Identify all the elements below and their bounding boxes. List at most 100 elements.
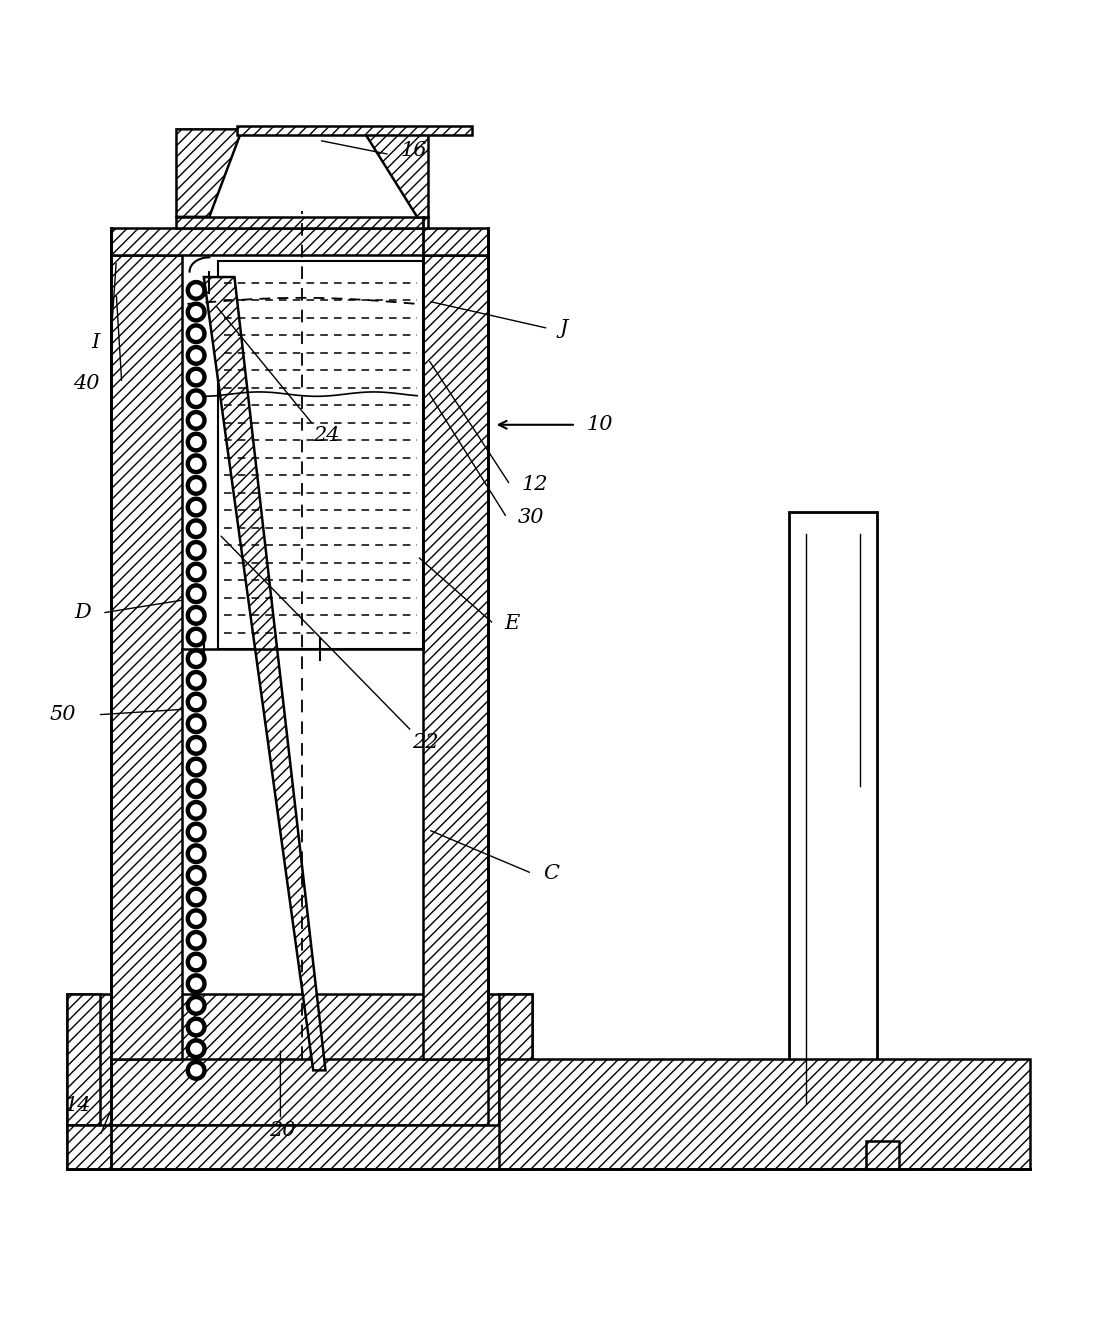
Polygon shape	[111, 228, 488, 256]
Circle shape	[191, 523, 202, 534]
Circle shape	[186, 974, 206, 993]
Circle shape	[186, 865, 206, 885]
Circle shape	[191, 437, 202, 447]
Circle shape	[186, 1061, 206, 1081]
Circle shape	[191, 502, 202, 512]
Circle shape	[191, 394, 202, 405]
Circle shape	[191, 848, 202, 858]
Text: J: J	[559, 319, 568, 338]
Circle shape	[186, 498, 206, 516]
Circle shape	[186, 1017, 206, 1037]
Polygon shape	[177, 217, 428, 228]
Circle shape	[186, 389, 206, 409]
Circle shape	[186, 519, 206, 539]
Polygon shape	[499, 1059, 1030, 1169]
Circle shape	[186, 323, 206, 343]
Circle shape	[186, 346, 206, 365]
Circle shape	[191, 696, 202, 708]
Circle shape	[191, 588, 202, 599]
Circle shape	[191, 934, 202, 946]
Circle shape	[191, 913, 202, 924]
Circle shape	[186, 692, 206, 712]
Polygon shape	[67, 994, 100, 1125]
Circle shape	[191, 544, 202, 556]
Circle shape	[191, 458, 202, 469]
Polygon shape	[422, 256, 488, 1059]
Circle shape	[186, 930, 206, 950]
Circle shape	[186, 650, 206, 668]
Circle shape	[191, 371, 202, 382]
Circle shape	[191, 870, 202, 881]
Circle shape	[186, 823, 206, 843]
Bar	[789, 512, 877, 1114]
Circle shape	[191, 415, 202, 426]
Circle shape	[191, 480, 202, 491]
Circle shape	[191, 567, 202, 578]
Circle shape	[186, 410, 206, 430]
Circle shape	[191, 329, 202, 339]
Polygon shape	[67, 1125, 532, 1169]
Circle shape	[191, 675, 202, 685]
Circle shape	[186, 627, 206, 647]
Circle shape	[191, 1065, 202, 1075]
Circle shape	[191, 654, 202, 664]
Circle shape	[191, 285, 202, 295]
Bar	[218, 261, 422, 650]
Circle shape	[186, 540, 206, 560]
Circle shape	[186, 952, 206, 972]
Circle shape	[186, 367, 206, 387]
Circle shape	[191, 719, 202, 729]
Circle shape	[191, 827, 202, 837]
Circle shape	[191, 1044, 202, 1054]
Circle shape	[191, 761, 202, 772]
Polygon shape	[499, 994, 532, 1125]
Circle shape	[186, 909, 206, 929]
Circle shape	[191, 805, 202, 816]
Text: 50: 50	[49, 705, 76, 724]
Circle shape	[191, 978, 202, 989]
Circle shape	[186, 757, 206, 777]
Circle shape	[191, 610, 202, 620]
Circle shape	[186, 302, 206, 322]
Text: 24: 24	[314, 426, 340, 445]
Polygon shape	[67, 994, 532, 1169]
Polygon shape	[111, 256, 182, 1059]
Circle shape	[191, 740, 202, 751]
Circle shape	[186, 584, 206, 603]
Circle shape	[191, 783, 202, 795]
Circle shape	[191, 350, 202, 361]
Text: E: E	[505, 615, 520, 634]
Polygon shape	[866, 1142, 898, 1169]
Circle shape	[186, 454, 206, 474]
Circle shape	[186, 281, 206, 301]
Circle shape	[191, 632, 202, 643]
Text: 40: 40	[73, 374, 100, 393]
Circle shape	[186, 1040, 206, 1058]
Text: I: I	[92, 333, 100, 353]
Circle shape	[191, 1022, 202, 1033]
Text: 30: 30	[518, 508, 544, 527]
Circle shape	[186, 433, 206, 453]
Polygon shape	[111, 1059, 488, 1125]
Text: 14: 14	[65, 1095, 91, 1115]
Circle shape	[186, 671, 206, 691]
Text: 16: 16	[400, 141, 427, 160]
Circle shape	[186, 844, 206, 864]
Circle shape	[191, 1000, 202, 1010]
Text: 22: 22	[411, 732, 438, 752]
Text: 12: 12	[521, 475, 547, 494]
Circle shape	[186, 713, 206, 733]
Circle shape	[191, 306, 202, 318]
Circle shape	[186, 475, 206, 495]
Polygon shape	[177, 129, 242, 217]
Text: D: D	[75, 603, 91, 623]
Text: 20: 20	[270, 1121, 296, 1141]
Polygon shape	[237, 126, 472, 134]
Circle shape	[186, 779, 206, 799]
Circle shape	[186, 800, 206, 820]
Circle shape	[186, 562, 206, 582]
Text: 10: 10	[587, 415, 613, 434]
Circle shape	[191, 892, 202, 902]
Text: C: C	[543, 864, 559, 882]
Circle shape	[186, 736, 206, 755]
